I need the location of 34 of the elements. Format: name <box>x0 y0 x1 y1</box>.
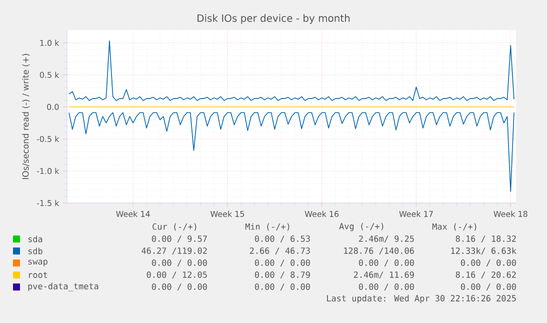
line-series <box>68 112 514 192</box>
text: 0.00 / 0.00 <box>152 259 207 267</box>
legend-label: sda <box>28 236 42 242</box>
text: Min (-/+) <box>245 223 290 231</box>
text: 0.00 / 0.00 <box>460 283 516 291</box>
text: 12.33k/ 6.63k <box>451 247 516 255</box>
text: 0.00 / 0.00 <box>152 283 207 291</box>
text: Last update: Wed Apr 30 22:16:26 2025 <box>327 294 516 304</box>
text: 0.00 / 12.05 <box>146 271 207 279</box>
text: 46.27 /119.02 <box>142 247 207 255</box>
text: 0.00 / 0.00 <box>254 283 310 291</box>
text: 0.00 / 6.53 <box>254 235 310 243</box>
text: 2.46m/ 11.69 <box>354 271 414 279</box>
legend-label: pve-data_tmeta <box>28 282 98 292</box>
y-axis-title: IOs/second read (-) / write (+) <box>22 54 30 180</box>
text: 8.16 / 18.32 <box>456 235 516 243</box>
text: 0.00 / 0.00 <box>358 283 414 291</box>
legend-label: sdb <box>28 248 42 254</box>
text: 2.66 / 46.73 <box>250 247 310 255</box>
line-series <box>68 40 514 101</box>
text: 128.76 /140.06 <box>344 247 414 255</box>
text: 8.16 / 20.62 <box>456 271 516 279</box>
legend-label: root <box>29 272 48 278</box>
text: 0.00 / 9.57 <box>152 235 207 243</box>
text: Avg (-/+) <box>339 222 384 232</box>
text: Max (-/+) <box>432 223 476 231</box>
legend-label: swap <box>28 260 48 266</box>
chart-title: Disk IOs per device - by month <box>198 14 350 24</box>
text: 0.00 / 0.00 <box>460 259 516 267</box>
text: Cur (-/+) <box>152 223 196 231</box>
text: 0.00 / 0.00 <box>254 259 310 267</box>
text: 0.00 / 0.00 <box>358 259 414 267</box>
text: 2.46m/ 9.25 <box>359 235 414 243</box>
text: 0.00 / 8.79 <box>254 271 310 279</box>
